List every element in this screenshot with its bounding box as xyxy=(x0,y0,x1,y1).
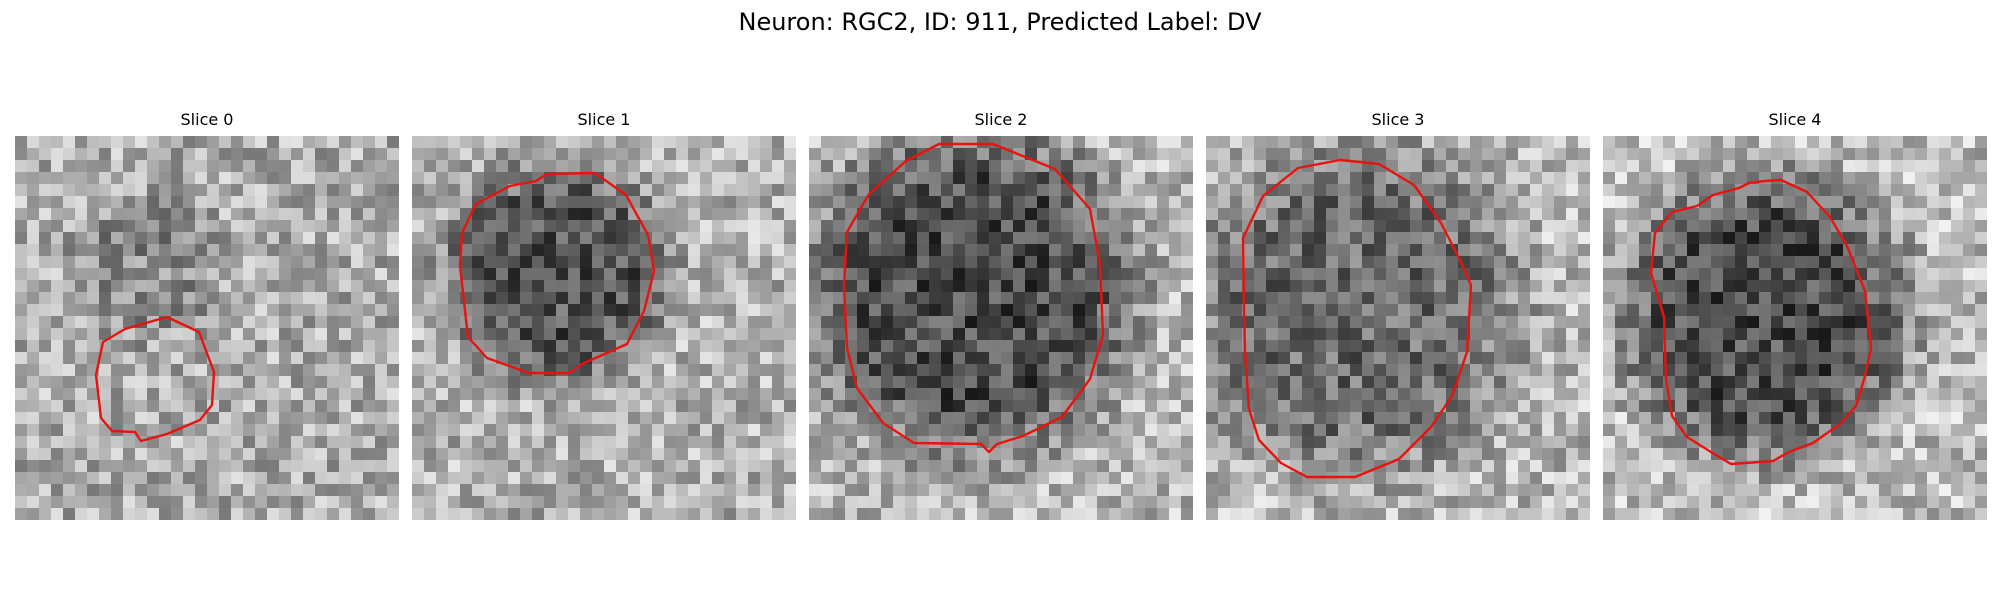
slice-canvas xyxy=(1603,136,1987,520)
slice-title: Slice 2 xyxy=(974,110,1028,129)
slice-image xyxy=(809,136,1193,520)
slice-canvas xyxy=(1206,136,1590,520)
pixel-grid xyxy=(1603,136,1987,520)
pixel-grid xyxy=(809,136,1193,520)
slice-image xyxy=(1206,136,1590,520)
slice-image xyxy=(1603,136,1987,520)
slice-title: Slice 0 xyxy=(180,110,234,129)
roi-contour xyxy=(458,171,656,375)
pixel-grid xyxy=(15,136,399,520)
figure-title: Neuron: RGC2, ID: 911, Predicted Label: … xyxy=(738,8,1262,36)
roi-contour xyxy=(1649,178,1873,466)
roi-contour xyxy=(1241,158,1473,479)
slice-image xyxy=(15,136,399,520)
slice-image xyxy=(412,136,796,520)
slice-title: Slice 3 xyxy=(1371,110,1425,129)
slice-title: Slice 4 xyxy=(1768,110,1822,129)
pixel-grid xyxy=(412,136,796,520)
roi-contour xyxy=(94,315,216,443)
slice-title: Slice 1 xyxy=(577,110,631,129)
roi-contour xyxy=(842,142,1105,454)
slice-canvas xyxy=(809,136,1193,520)
pixel-grid xyxy=(1206,136,1590,520)
slice-canvas xyxy=(15,136,399,520)
slice-canvas xyxy=(412,136,796,520)
